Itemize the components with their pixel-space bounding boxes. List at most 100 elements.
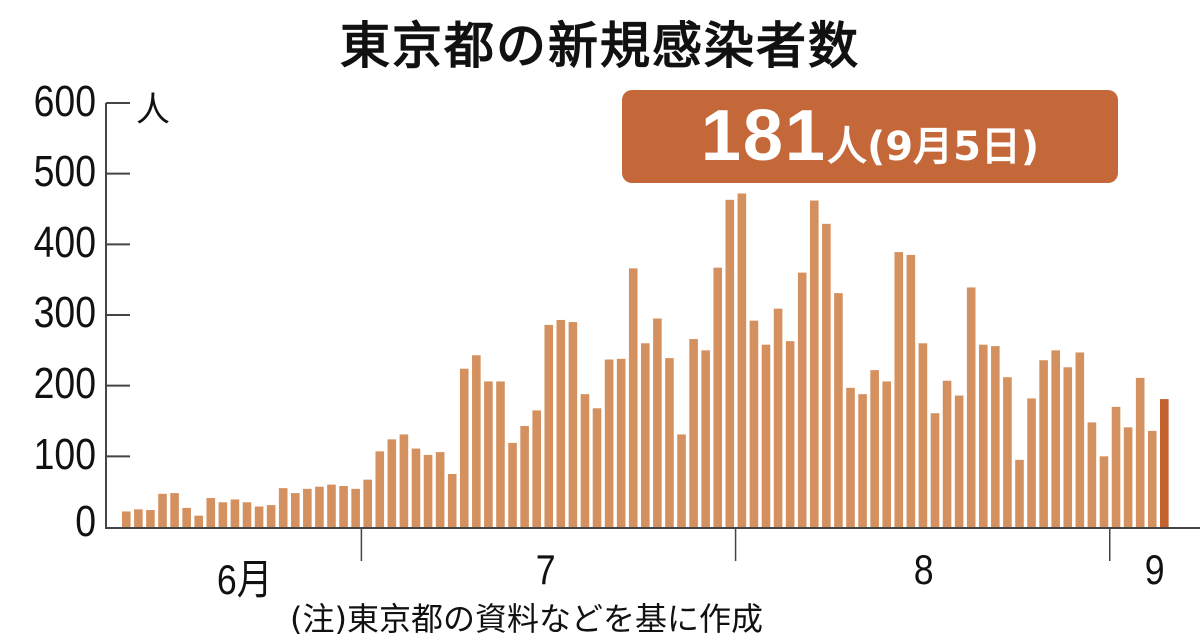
bar (158, 493, 167, 527)
bar (991, 346, 1000, 527)
bar (242, 502, 252, 527)
x-tick-label: 9 (1144, 546, 1165, 593)
bar (146, 510, 155, 527)
bar (954, 395, 964, 527)
callout-value: 181 (700, 96, 827, 176)
bar (580, 394, 590, 527)
bar (459, 368, 469, 527)
bar (544, 324, 554, 527)
bar (423, 454, 433, 527)
y-tick-label: 300 (33, 288, 96, 337)
bar (1003, 377, 1012, 527)
bar (303, 488, 312, 527)
bar (508, 442, 517, 527)
bar (399, 434, 409, 527)
y-tick-label: 100 (33, 430, 96, 479)
bar (822, 223, 831, 527)
bar (1135, 377, 1145, 527)
bar (858, 394, 867, 527)
bar (761, 344, 771, 527)
bar (447, 474, 457, 527)
bar (472, 355, 481, 527)
x-tick-label: 8 (913, 546, 934, 593)
bar (339, 486, 348, 527)
bar (435, 452, 445, 527)
bar (1075, 352, 1085, 527)
bar (942, 380, 952, 527)
y-tick-label: 400 (33, 218, 96, 267)
bar (592, 408, 602, 527)
bar (894, 252, 904, 527)
bar (906, 254, 916, 527)
bar (170, 493, 179, 527)
bar (351, 488, 360, 527)
bar (568, 322, 578, 527)
bar (387, 439, 397, 527)
source-note: (注)東京都の資料などを基に作成 (290, 600, 763, 638)
bar (134, 509, 143, 527)
bar (737, 193, 747, 527)
bar (266, 505, 276, 527)
bar (375, 451, 385, 527)
bar (689, 339, 698, 527)
bar (290, 493, 300, 527)
y-tick-label: 500 (33, 147, 96, 196)
y-tick-label: 0 (75, 497, 96, 546)
latest-value-callout: 181人(9月5日) (622, 90, 1118, 183)
bar (641, 343, 650, 527)
bar (254, 506, 264, 527)
bar (194, 515, 204, 527)
bar (628, 268, 638, 527)
bar (653, 318, 662, 527)
y-axis-unit: 人 (136, 90, 170, 130)
bar (1123, 427, 1133, 527)
bar (484, 381, 493, 527)
bar (930, 413, 940, 527)
bar (1039, 360, 1048, 527)
bar (713, 267, 723, 527)
bar (846, 387, 855, 527)
bar (701, 350, 710, 527)
bar (1111, 406, 1121, 527)
bar (918, 343, 928, 527)
bar (315, 486, 324, 527)
bar (725, 199, 735, 527)
bar (773, 308, 783, 527)
bar (604, 359, 614, 527)
bar (411, 448, 421, 527)
bar (785, 341, 795, 527)
bar (1160, 399, 1169, 527)
bar (520, 425, 529, 527)
bar (1087, 422, 1097, 527)
bar (122, 511, 131, 527)
bar (870, 370, 879, 527)
bar (327, 484, 336, 527)
y-tick-label: 600 (33, 77, 96, 126)
bar (1027, 398, 1036, 527)
bar (1147, 430, 1157, 527)
bar (532, 410, 541, 527)
bar (1051, 350, 1060, 527)
bar (206, 498, 216, 527)
bar (218, 502, 228, 527)
bar (182, 507, 191, 527)
bar (882, 381, 892, 527)
bar (677, 434, 686, 527)
bar (665, 358, 674, 527)
bar (556, 319, 566, 527)
x-tick-label: 7 (535, 546, 556, 593)
bar (749, 320, 759, 527)
callout-date: 人(9月5日) (826, 124, 1040, 170)
bar (966, 287, 976, 527)
bar (278, 488, 288, 527)
bar (616, 358, 626, 527)
bar (496, 381, 505, 527)
bar (809, 200, 819, 527)
chart-title: 東京都の新規感染者数 (340, 17, 860, 75)
y-tick-label: 200 (33, 359, 96, 408)
bar (1099, 456, 1109, 527)
bar (1063, 367, 1073, 527)
bar (363, 479, 372, 527)
x-tick-label: 6月 (216, 556, 273, 603)
